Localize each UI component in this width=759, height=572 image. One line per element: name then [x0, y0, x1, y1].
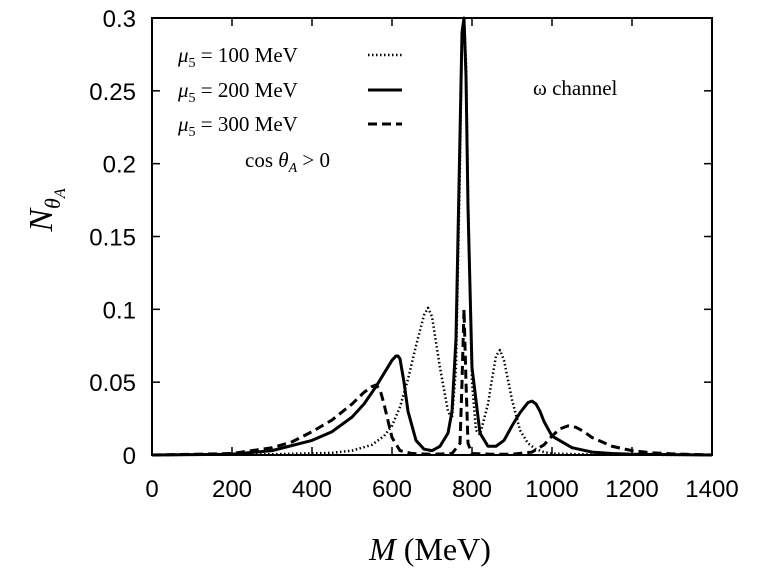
x-tick-label: 400 — [292, 476, 332, 503]
x-axis-label: M (MeV) — [368, 531, 491, 567]
y-tick-label: 0.2 — [103, 152, 136, 179]
x-tick-label: 1200 — [605, 476, 658, 503]
condition-annotation: cos θA > 0 — [245, 148, 330, 176]
x-tick-label: 1400 — [685, 476, 738, 503]
y-axis-label: NθA — [23, 188, 69, 233]
y-tick-label: 0 — [123, 443, 136, 470]
legend-label-2: μ5 = 200 MeV — [177, 78, 298, 106]
y-tick-label: 0.1 — [103, 297, 136, 324]
legend: μ5 = 100 MeV μ5 = 200 MeV μ5 = 300 MeV — [177, 43, 402, 140]
x-tick-label: 600 — [372, 476, 412, 503]
legend-label-3: μ5 = 300 MeV — [177, 112, 298, 140]
data-curves — [151, 16, 713, 457]
x-tick-label: 200 — [212, 476, 252, 503]
legend-label-1: μ5 = 100 MeV — [177, 43, 298, 71]
y-tick-label: 0.15 — [89, 225, 136, 252]
plot-frame — [151, 17, 713, 456]
series-line-2 — [151, 16, 713, 457]
channel-annotation: ω channel — [533, 76, 618, 100]
series-line-3 — [151, 307, 713, 457]
y-tick-label: 0.05 — [89, 370, 136, 397]
x-tick-label: 0 — [145, 476, 158, 503]
x-tick-label: 800 — [452, 476, 492, 503]
y-tick-label: 0.3 — [103, 6, 136, 33]
x-tick-label: 1000 — [525, 476, 578, 503]
y-tick-label: 0.25 — [89, 79, 136, 106]
axis-tick-labels: 0 200 400 600 800 1000 1200 1400 0 0.05 0.1 0.15 0.2… — [89, 6, 738, 503]
